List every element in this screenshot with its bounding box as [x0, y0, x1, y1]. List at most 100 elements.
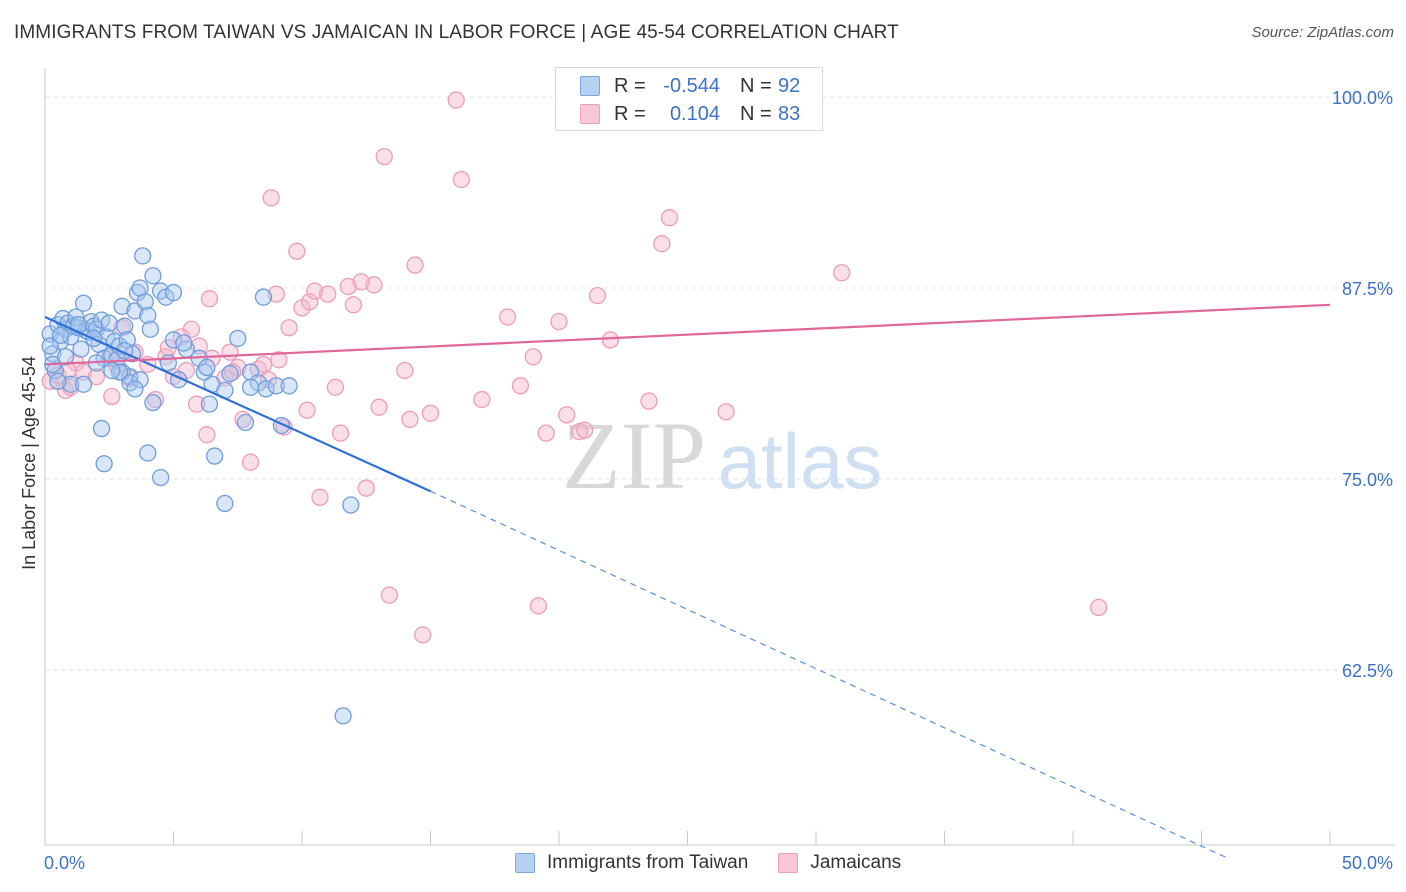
data-point-taiwan — [267, 377, 285, 395]
data-point-jamaicans — [473, 390, 491, 409]
data-point-jamaicans — [352, 273, 370, 291]
data-point-jamaicans — [576, 421, 594, 439]
data-point-jamaicans — [339, 277, 357, 296]
data-point-jamaicans — [414, 626, 432, 644]
data-point-taiwan — [41, 337, 59, 355]
data-point-jamaicans — [452, 170, 470, 189]
data-point-jamaicans — [306, 282, 324, 300]
data-point-jamaicans — [396, 361, 414, 380]
y-axis-label: In Labor Force | Age 45-54 — [19, 356, 39, 570]
legend-n-value: 83 — [778, 102, 801, 125]
data-point-taiwan — [139, 306, 157, 325]
data-point-taiwan — [200, 395, 219, 413]
data-point-taiwan — [103, 361, 121, 380]
data-point-jamaicans — [187, 395, 206, 413]
legend-row-jamaicans: R = 0.104 N = 83 — [580, 101, 800, 127]
data-point-jamaicans — [406, 256, 424, 274]
data-point-jamaicans — [49, 366, 67, 384]
data-point-taiwan — [62, 375, 80, 393]
data-point-jamaicans — [833, 264, 851, 282]
legend-swatch-jamaicans — [778, 853, 799, 873]
legend-r-value: -0.544 — [663, 74, 720, 97]
legend-r-label: R = — [614, 102, 646, 125]
data-point-taiwan — [49, 372, 67, 390]
data-point-jamaicans — [298, 401, 316, 419]
data-point-jamaicans — [537, 424, 555, 442]
correlation-legend: R = -0.544 N = 92 R = 0.104 N = 83 — [555, 67, 823, 131]
data-point-jamaicans — [653, 235, 671, 253]
data-point-taiwan — [198, 358, 216, 377]
data-point-jamaicans — [200, 290, 219, 308]
data-point-taiwan — [205, 447, 224, 465]
trend-line-taiwan — [44, 316, 431, 493]
chart-title: IMMIGRANTS FROM TAIWAN VS JAMAICAN IN LA… — [14, 22, 899, 43]
data-point-jamaicans — [234, 410, 252, 429]
legend-n-label: N = — [740, 74, 772, 97]
legend-n-label: N = — [740, 102, 772, 125]
legend-r-label: R = — [614, 74, 646, 97]
legend-item-jamaicans: Jamaicans — [778, 852, 901, 874]
x-tick-label: 50.0% — [1342, 853, 1393, 873]
trend-line-taiwan-extension — [430, 490, 1228, 859]
data-point-jamaicans — [529, 597, 548, 615]
axes — [44, 68, 1395, 846]
data-point-jamaicans — [601, 331, 620, 349]
watermark-zip: ZIP — [562, 402, 706, 509]
data-point-taiwan — [136, 293, 154, 311]
data-point-taiwan — [113, 297, 131, 315]
legend-swatch-taiwan — [515, 853, 535, 873]
data-point-jamaicans — [267, 285, 285, 303]
data-point-taiwan — [221, 364, 239, 383]
watermark: ZIP atlas — [562, 402, 882, 509]
data-point-jamaicans — [588, 286, 607, 305]
data-point-jamaicans — [524, 348, 542, 366]
data-point-taiwan — [280, 377, 298, 395]
series-taiwan — [41, 247, 360, 725]
data-point-jamaicans — [401, 410, 419, 429]
data-point-jamaicans — [301, 293, 319, 311]
data-point-jamaicans — [717, 403, 735, 421]
data-point-taiwan — [116, 317, 134, 335]
legend-label-jamaicans: Jamaicans — [810, 852, 902, 873]
data-point-taiwan — [74, 375, 93, 393]
data-point-taiwan — [126, 380, 144, 398]
data-point-taiwan — [74, 294, 93, 312]
data-point-taiwan — [334, 707, 352, 725]
data-point-taiwan — [241, 378, 260, 396]
data-point-taiwan — [229, 329, 247, 348]
data-point-jamaicans — [375, 147, 393, 166]
data-point-jamaicans — [203, 349, 221, 367]
data-point-jamaicans — [87, 367, 106, 386]
data-point-taiwan — [92, 419, 111, 438]
data-point-taiwan — [144, 267, 162, 285]
y-tick-label: 62.5% — [1342, 661, 1393, 681]
data-point-taiwan — [254, 288, 273, 306]
legend-item-taiwan: Immigrants from Taiwan — [515, 852, 748, 874]
data-point-taiwan — [195, 363, 213, 381]
trend-line-jamaicans — [44, 303, 1331, 366]
data-point-taiwan — [216, 494, 234, 513]
legend-swatch-taiwan — [580, 76, 600, 96]
data-point-jamaicans — [326, 378, 345, 396]
data-point-jamaicans — [365, 276, 383, 294]
data-point-jamaicans — [280, 319, 298, 337]
data-point-jamaicans — [357, 479, 375, 497]
y-tick-label: 75.0% — [1342, 470, 1393, 490]
data-point-jamaicans — [146, 390, 165, 409]
data-point-jamaicans — [198, 426, 216, 444]
series-jamaicans — [41, 91, 1108, 644]
data-point-taiwan — [342, 496, 360, 514]
data-point-taiwan — [95, 455, 113, 473]
source-label: Source: ZipAtlas.com — [1251, 24, 1394, 41]
data-point-jamaicans — [288, 242, 306, 260]
data-point-jamaicans — [262, 189, 280, 207]
data-point-taiwan — [131, 371, 149, 389]
data-point-taiwan — [51, 326, 70, 345]
y-tick-label: 87.5% — [1342, 279, 1393, 299]
data-point-jamaicans — [103, 387, 121, 406]
data-point-jamaicans — [344, 296, 363, 314]
data-point-taiwan — [175, 334, 193, 352]
data-point-jamaicans — [270, 351, 288, 369]
data-point-taiwan — [134, 247, 152, 265]
